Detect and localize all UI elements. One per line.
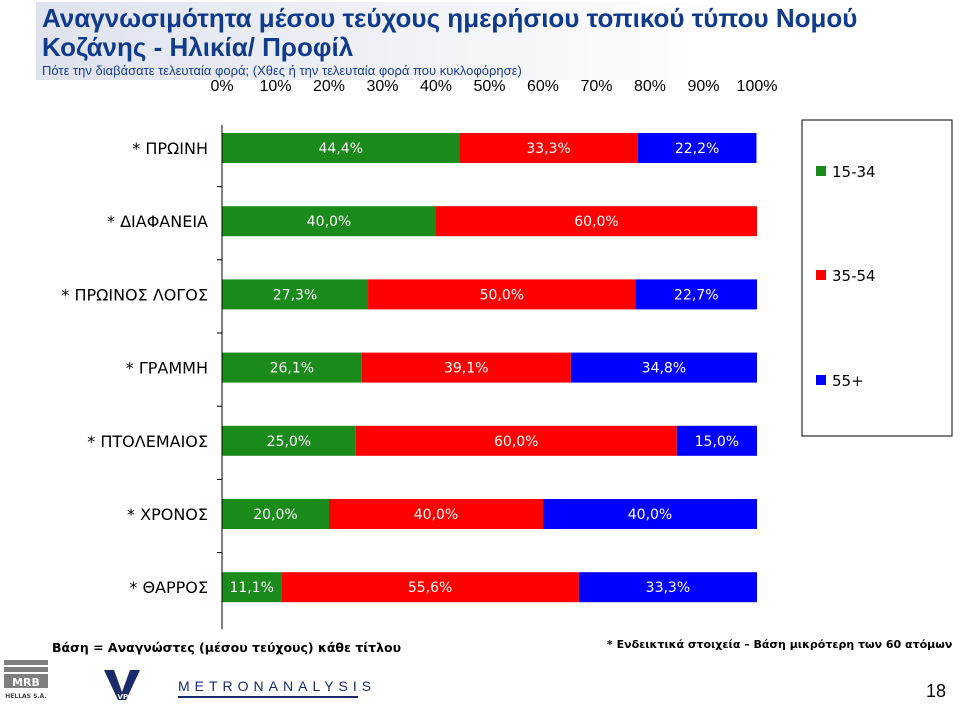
x-tick-label: 0% (210, 78, 234, 95)
category-label: * ΠΡΩΙΝΟΣ ΛΟΓΟΣ (61, 285, 208, 304)
data-label: 39,1% (444, 361, 488, 377)
data-label: 44,4% (319, 141, 363, 157)
data-label: 60,0% (494, 434, 538, 450)
x-tick-label: 100% (736, 78, 778, 95)
legend-label: 15-34 (832, 163, 876, 181)
legend-label: 35-54 (832, 267, 876, 285)
bar-segment-55+ (635, 279, 757, 310)
data-label: 40,0% (628, 507, 672, 523)
legend-swatch-35-54 (816, 270, 826, 280)
base-note: Βάση = Αναγνώστες (μέσου τεύχους) κάθε τ… (52, 640, 402, 655)
data-label: 34,8% (642, 361, 686, 377)
category-label: * ΠΤΟΛΕΜΑΙΟΣ (87, 432, 208, 451)
data-label: 22,7% (674, 287, 718, 303)
category-label: * ΓΡΑΜΜΗ (126, 359, 208, 378)
category-axis: * ΠΡΩΙΝΗ * ΔΙΑΦΑΝΕΙΑ * ΠΡΩΙΝΟΣ ΛΟΓΟΣ * ΓΡΑΜ… (61, 125, 223, 630)
data-label: 33,3% (646, 580, 690, 596)
bars-group: 44,4% 33,3% 22,2% 40,0% 60,0% 27,3% 50,0% 22,7%… (222, 133, 757, 603)
bar-segment-15-34 (222, 133, 460, 163)
legend-swatch-15-34 (816, 166, 826, 176)
metron-analysis-logo: METRONANALYSIS (178, 678, 377, 694)
bar-segment-15-34 (222, 425, 356, 456)
bar-segment-15-34 (222, 279, 369, 310)
x-tick-label: 20% (312, 78, 346, 95)
bar-segment-35-54 (329, 499, 543, 529)
data-label: 11,1% (229, 580, 273, 596)
data-label: 50,0% (480, 287, 524, 303)
page-number: 18 (925, 681, 946, 701)
title-background (36, 2, 960, 80)
title-line-1: Αναγνωσιμότητα μέσου τεύχους ημερήσιου τ… (42, 3, 858, 33)
x-tick-label: 80% (633, 78, 667, 95)
bar-segment-55+ (543, 499, 757, 529)
data-label: 40,0% (307, 214, 351, 230)
legend-swatch-55+ (816, 375, 826, 385)
legend: 15-34 35-54 55+ (801, 119, 953, 437)
data-label: 15,0% (695, 434, 739, 450)
mrb-logo: MRB HELLAS S.A. (4, 660, 48, 700)
indicative-note: * Ενδεικτικά στοιχεία – Βάση μικρότερη τ… (607, 638, 953, 651)
bar-segment-35-54 (281, 572, 579, 603)
x-tick-label: 50% (473, 78, 506, 95)
x-tick-label: 10% (259, 78, 292, 95)
data-label: 33,3% (526, 141, 570, 157)
legend-label: 55+ (832, 372, 864, 390)
metron-logo-rule (178, 696, 358, 698)
bar-segment-15-34 (222, 352, 362, 383)
bar-segment-35-54 (459, 133, 638, 163)
category-label: * ΘΑΡΡΟΣ (129, 578, 208, 597)
bar-segment-35-54 (361, 352, 571, 383)
x-tick-label: 30% (366, 78, 399, 95)
x-tick-label: 60% (526, 78, 560, 95)
survey-question: Πότε την διαβάσατε τελευταία φορά; (Χθες… (42, 63, 522, 78)
bar-segment-55+ (578, 572, 757, 603)
category-label: * ΧΡΟΝΟΣ (127, 505, 208, 524)
data-label: 26,1% (270, 361, 314, 377)
data-label: 55,6% (408, 580, 452, 596)
mrb-logo-text: MRB (12, 676, 40, 689)
data-label: 40,0% (414, 507, 458, 523)
x-tick-label: 90% (687, 78, 720, 95)
data-label: 25,0% (267, 434, 311, 450)
legend-box (801, 119, 953, 437)
category-label: * ΔΙΑΦΑΝΕΙΑ (107, 212, 208, 231)
bar-segment-35-54 (436, 206, 757, 237)
bar-segment-55+ (637, 133, 757, 163)
bar-segment-15-34 (222, 572, 282, 603)
data-label: 60,0% (574, 214, 618, 230)
data-label: 27,3% (273, 287, 317, 303)
vprc-logo-text: VPRC (117, 693, 138, 701)
page-title: Αναγνωσιμότητα μέσου τεύχους ημερήσιου τ… (42, 4, 857, 62)
vprc-logo: VPRC (104, 670, 140, 701)
x-tick-label: 40% (419, 78, 453, 95)
title-line-2: Κοζάνης - Ηλικία/ Προφίλ (42, 32, 354, 62)
mrb-logo-subtext: HELLAS S.A. (5, 693, 46, 700)
category-label: * ΠΡΩΙΝΗ (132, 139, 208, 158)
bar-segment-55+ (676, 425, 757, 456)
bar-segment-35-54 (368, 279, 636, 310)
bar-segment-35-54 (355, 425, 677, 456)
bar-segment-15-34 (222, 206, 436, 237)
data-label: 20,0% (253, 507, 297, 523)
bar-segment-55+ (570, 352, 757, 383)
bar-segment-15-34 (222, 499, 329, 529)
x-tick-label: 70% (580, 78, 613, 95)
data-label: 22,2% (675, 141, 719, 157)
